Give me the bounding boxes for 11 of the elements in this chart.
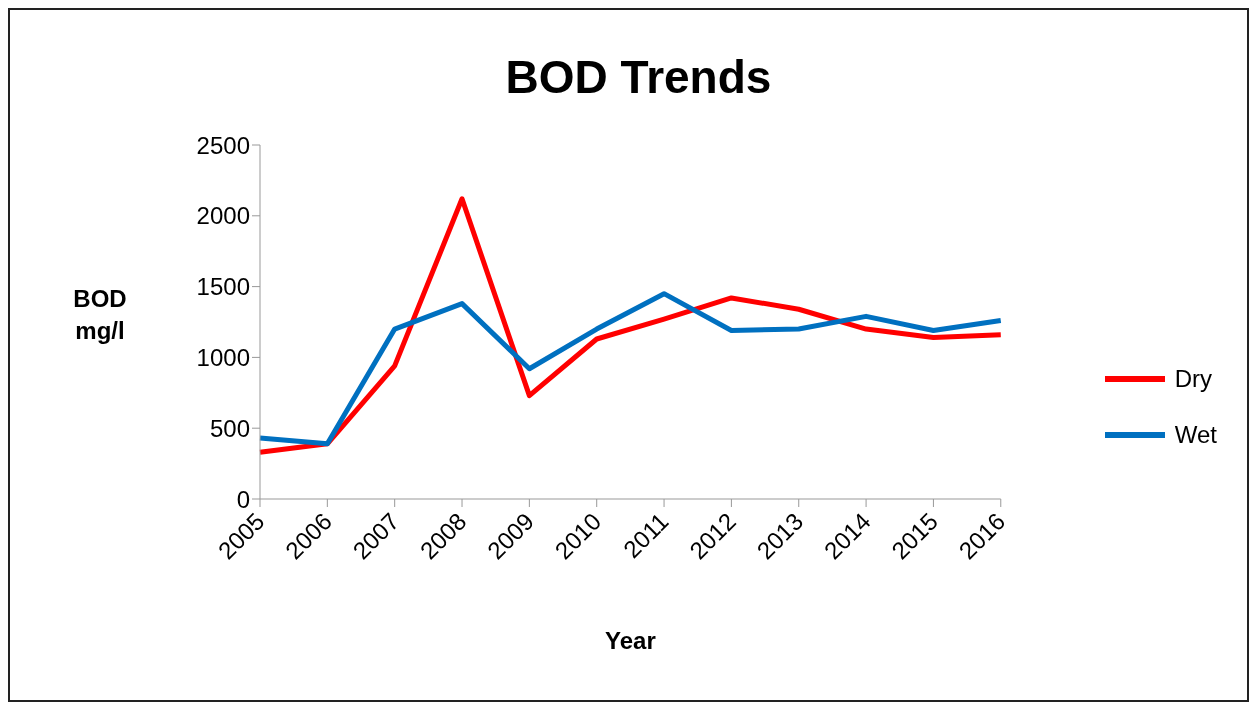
y-tick-label: 500: [209, 414, 250, 442]
y-tick-label: 0: [236, 485, 250, 513]
y-axis-title: BOD mg/l: [73, 285, 127, 344]
x-axis-title: Year: [605, 627, 656, 654]
chart-title: BOD Trends: [504, 50, 773, 104]
y-tick-label: 2000: [196, 202, 250, 230]
legend-label: Dry: [1174, 365, 1213, 393]
legend-label: Wet: [1174, 421, 1217, 449]
y-tick-label: 2500: [196, 131, 250, 159]
y-tick-label: 1500: [196, 273, 250, 301]
y-tick-label: 1000: [196, 343, 250, 371]
